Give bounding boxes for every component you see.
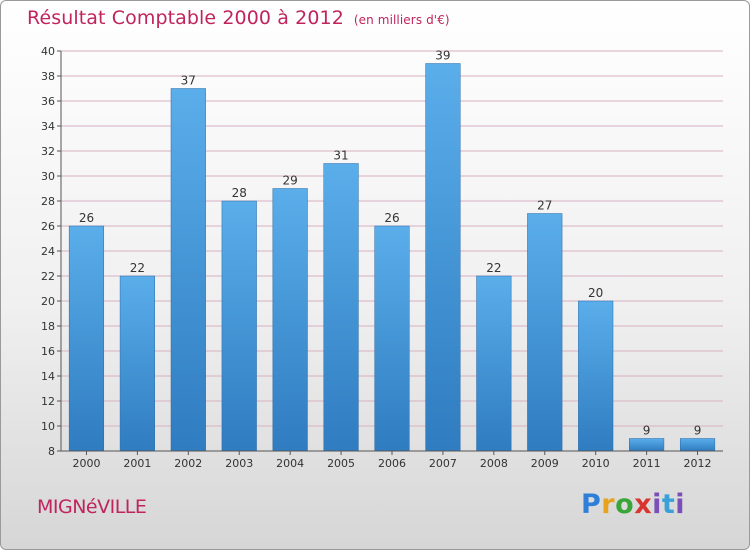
x-tick-label: 2007 <box>429 457 457 470</box>
y-tick-label: 20 <box>41 295 55 308</box>
x-tick-label: 2002 <box>174 457 202 470</box>
bar-value-label: 29 <box>283 174 298 188</box>
x-tick-label: 2006 <box>378 457 406 470</box>
x-tick-label: 2003 <box>225 457 253 470</box>
y-tick-label: 24 <box>41 245 55 258</box>
y-tick-label: 10 <box>41 420 55 433</box>
y-tick-label: 14 <box>41 370 55 383</box>
y-tick-label: 8 <box>48 445 55 458</box>
x-tick-label: 2001 <box>123 457 151 470</box>
bar-2000 <box>68 225 105 452</box>
y-tick-label: 36 <box>41 95 55 108</box>
bar-value-label: 22 <box>486 261 501 275</box>
y-tick-label: 22 <box>41 270 55 283</box>
x-tick-label: 2011 <box>633 457 661 470</box>
y-tick-label: 34 <box>41 120 55 133</box>
y-tick-label: 16 <box>41 345 55 358</box>
bar-2006 <box>374 225 410 452</box>
bar-2004 <box>272 188 308 452</box>
bar-2001 <box>119 275 155 452</box>
bar-value-label: 20 <box>588 286 603 300</box>
bar-2012 <box>679 438 716 452</box>
bar-2010 <box>578 300 614 452</box>
chart-subtitle: (en milliers d'€) <box>353 13 450 27</box>
commune-name: MIGNéVILLE <box>37 496 147 518</box>
bar-2011 <box>629 438 665 452</box>
y-tick-label: 18 <box>41 320 55 333</box>
bar-value-label: 22 <box>130 261 145 275</box>
chart-title: Résultat Comptable 2000 à 2012 (en millie… <box>27 7 450 29</box>
x-tick-label: 2009 <box>531 457 559 470</box>
y-tick-label: 40 <box>41 45 55 58</box>
y-tick-label: 38 <box>41 70 55 83</box>
y-tick-label: 28 <box>41 195 55 208</box>
proxiti-logo: Proxiti <box>581 489 686 520</box>
x-tick-label: 2000 <box>72 457 100 470</box>
bar-value-label: 31 <box>333 149 348 163</box>
bar-value-label: 26 <box>79 211 94 225</box>
bar-value-label: 27 <box>537 199 552 213</box>
bar-2008 <box>476 275 512 452</box>
bar-2005 <box>323 163 359 452</box>
bar-value-label: 28 <box>232 186 247 200</box>
bar-2002 <box>170 88 206 452</box>
bar-value-label: 37 <box>181 74 196 88</box>
x-tick-label: 2012 <box>684 457 712 470</box>
bar-value-label: 39 <box>435 49 450 63</box>
x-tick-label: 2010 <box>582 457 610 470</box>
chart-title-text: Résultat Comptable 2000 à 2012 <box>27 7 344 29</box>
bar-value-label: 9 <box>643 424 651 438</box>
y-tick-label: 12 <box>41 395 55 408</box>
x-tick-label: 2005 <box>327 457 355 470</box>
y-tick-label: 30 <box>41 170 55 183</box>
bar-2003 <box>221 200 257 452</box>
bar-value-label: 26 <box>384 211 399 225</box>
bar-value-label: 9 <box>694 424 702 438</box>
y-tick-label: 26 <box>41 220 55 233</box>
bar-2009 <box>527 213 563 452</box>
y-tick-label: 32 <box>41 145 55 158</box>
bar-2007 <box>425 63 461 452</box>
x-tick-label: 2008 <box>480 457 508 470</box>
x-tick-label: 2004 <box>276 457 304 470</box>
